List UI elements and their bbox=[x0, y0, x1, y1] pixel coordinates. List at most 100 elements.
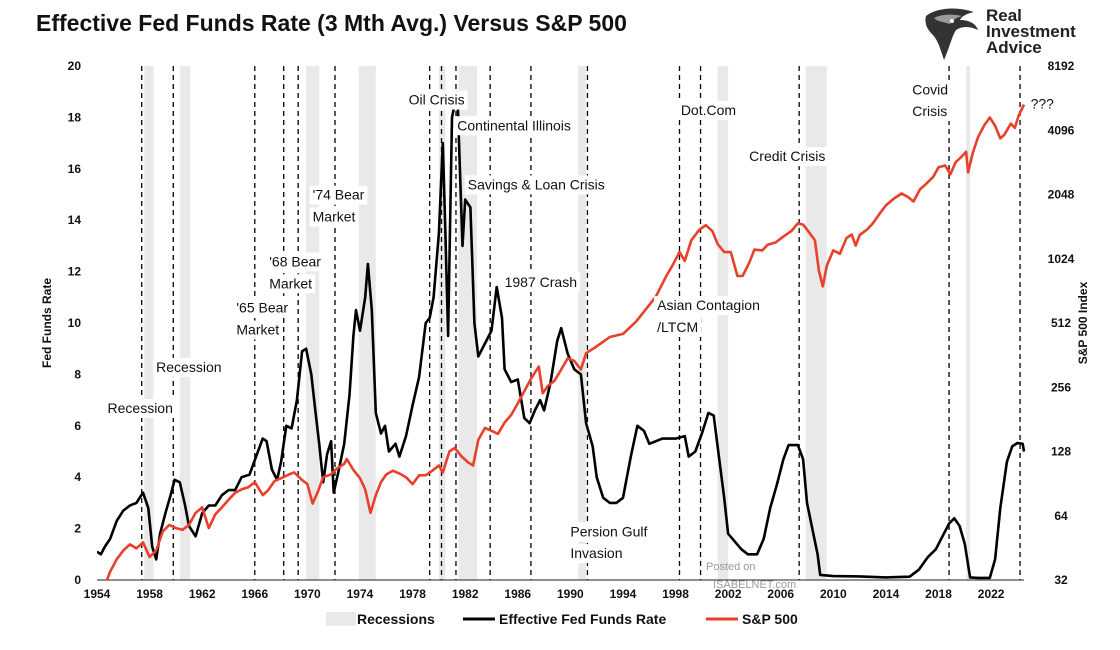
annotation-label: Market bbox=[236, 322, 279, 338]
y-tick-label: 8 bbox=[74, 367, 81, 381]
x-tick-label: 1962 bbox=[189, 587, 216, 601]
x-tick-label: 1978 bbox=[399, 587, 426, 601]
series bbox=[97, 90, 1026, 580]
logo-line-2: Investment bbox=[986, 22, 1076, 41]
recession-band bbox=[805, 66, 827, 580]
annotation-background bbox=[266, 274, 316, 294]
annotation-label: Savings & Loan Crisis bbox=[468, 176, 605, 192]
annotation-label: /LTCM bbox=[657, 319, 698, 335]
annotation-label: '74 Bear bbox=[313, 187, 365, 203]
sp500-line bbox=[105, 104, 1026, 580]
recession-band bbox=[966, 66, 971, 580]
y-tick-label: 2 bbox=[74, 522, 81, 536]
recession-band bbox=[717, 66, 729, 580]
legend-label: Effective Fed Funds Rate bbox=[499, 611, 666, 627]
annotation-label: Continental Illinois bbox=[457, 117, 571, 133]
annotation-background bbox=[909, 102, 951, 122]
annotation-background bbox=[153, 357, 225, 377]
annotation-background bbox=[266, 252, 324, 272]
x-tick-label: 1998 bbox=[662, 587, 689, 601]
y-axis-label: Fed Funds Rate bbox=[40, 278, 54, 368]
y-tick-label: 16 bbox=[68, 162, 82, 176]
axes: 0 2 4 6 8 10 12 14 16 18 20 32 64 128 256 512 1024 2048 40… bbox=[40, 59, 1090, 601]
recession-band bbox=[458, 66, 478, 580]
x-tick-label: 1982 bbox=[452, 587, 479, 601]
recession-band bbox=[179, 66, 191, 580]
eagle-head-icon bbox=[925, 8, 978, 60]
annotation-background bbox=[309, 207, 359, 227]
y-tick-label: 20 bbox=[68, 59, 82, 73]
annotation-label: Covid bbox=[912, 81, 948, 97]
watermark-line-1: Posted on bbox=[706, 561, 756, 573]
annotation-background bbox=[654, 317, 702, 337]
annotation-background bbox=[1027, 94, 1057, 114]
annotation-background bbox=[909, 80, 952, 100]
x-tick-label: 2002 bbox=[715, 587, 742, 601]
annotation-background bbox=[567, 544, 626, 564]
legend: Recessions Effective Fed Funds Rate S&P 50… bbox=[326, 611, 798, 627]
y2-tick-label: 2048 bbox=[1048, 188, 1075, 202]
x-tick-label: 1994 bbox=[610, 587, 637, 601]
y-tick-label: 12 bbox=[68, 265, 82, 279]
annotation-background bbox=[746, 147, 829, 167]
annotation-label: Recession bbox=[156, 359, 221, 375]
y-tick-label: 18 bbox=[68, 110, 82, 124]
recession-band bbox=[578, 66, 587, 580]
legend-recessions-swatch bbox=[326, 612, 356, 626]
annotation-background bbox=[233, 298, 292, 318]
annotation-label: Invasion bbox=[570, 545, 622, 561]
annotation-label: ??? bbox=[1031, 95, 1055, 111]
y2-tick-label: 8192 bbox=[1048, 59, 1075, 73]
x-tick-label: 1970 bbox=[294, 587, 321, 601]
y-tick-label: 14 bbox=[68, 213, 82, 227]
x-tick-label: 1990 bbox=[557, 587, 584, 601]
annotation-background bbox=[654, 296, 763, 316]
x-tick-label: 1958 bbox=[136, 587, 163, 601]
annotation-background bbox=[677, 100, 740, 120]
legend-label: Recessions bbox=[357, 611, 435, 627]
annotation-background bbox=[567, 522, 651, 542]
annotation-label: Asian Contagion bbox=[657, 297, 760, 313]
annotation-label: Persion Gulf bbox=[570, 523, 647, 539]
annotation-label: '65 Bear bbox=[236, 300, 288, 316]
y-tick-label: 0 bbox=[74, 573, 81, 587]
brand-logo: Real Investment Advice bbox=[922, 6, 1102, 62]
annotation-label: Recession bbox=[108, 400, 173, 416]
annotations: Recession Recession '65 Bear Market '68 Bear… bbox=[104, 80, 1057, 564]
x-tick-label: 2006 bbox=[767, 587, 794, 601]
x-tick-label: 2022 bbox=[978, 587, 1005, 601]
y2-tick-label: 1024 bbox=[1048, 252, 1075, 266]
watermark: Posted on ISABELNET.com bbox=[706, 561, 796, 591]
y2-tick-label: 512 bbox=[1051, 316, 1071, 330]
annotation-label: '68 Bear bbox=[269, 253, 321, 269]
annotation-label: Dot.Com bbox=[681, 102, 736, 118]
y2-tick-label: 256 bbox=[1051, 380, 1071, 394]
annotation-label: Market bbox=[313, 208, 356, 224]
annotation-background bbox=[233, 320, 283, 340]
y-tick-label: 10 bbox=[68, 316, 82, 330]
x-tick-label: 2018 bbox=[925, 587, 952, 601]
annotation-label: Crisis bbox=[912, 103, 947, 119]
recession-band bbox=[144, 66, 154, 580]
watermark-line-2: ISABELNET.com bbox=[713, 579, 796, 591]
x-tick-label: 1966 bbox=[241, 587, 268, 601]
logo-line-1: Real bbox=[986, 6, 1022, 25]
y2-tick-label: 32 bbox=[1054, 573, 1068, 587]
annotation-background bbox=[464, 175, 608, 195]
annotation-label: Credit Crisis bbox=[749, 148, 825, 164]
annotation-label: Market bbox=[269, 275, 312, 291]
chart-title: Effective Fed Funds Rate (3 Mth Avg.) Ve… bbox=[36, 10, 627, 36]
y2-tick-label: 128 bbox=[1051, 445, 1071, 459]
fed-funds-line bbox=[97, 90, 1026, 580]
y2-tick-label: 64 bbox=[1054, 509, 1068, 523]
x-tick-label: 1974 bbox=[347, 587, 374, 601]
legend-label: S&P 500 bbox=[742, 611, 798, 627]
y2-tick-label: 4096 bbox=[1048, 123, 1075, 137]
recession-band bbox=[438, 66, 446, 580]
y-tick-label: 6 bbox=[74, 419, 81, 433]
annotation-background bbox=[104, 398, 176, 418]
x-tick-label: 1954 bbox=[84, 587, 111, 601]
annotation-background bbox=[501, 273, 581, 293]
logo-line-3: Advice bbox=[986, 38, 1042, 57]
annotation-label: 1987 Crash bbox=[505, 274, 577, 290]
